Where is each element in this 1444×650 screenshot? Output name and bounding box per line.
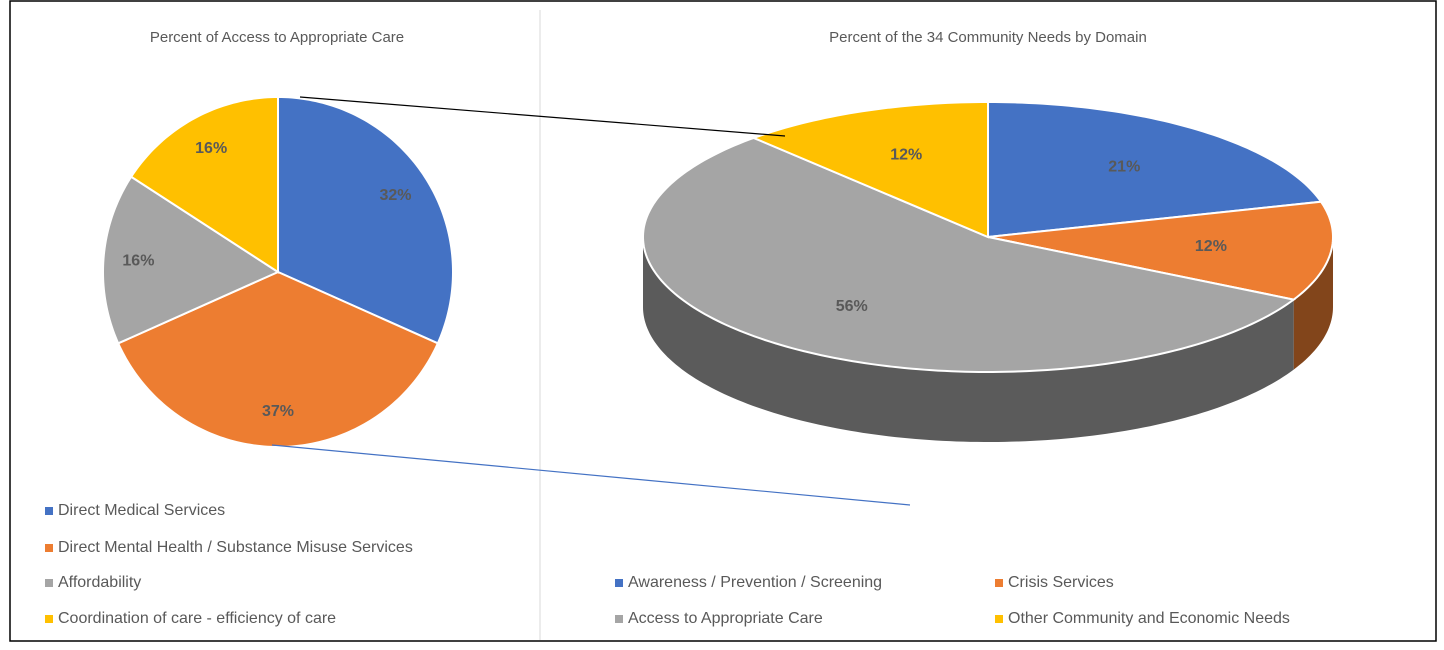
legend-label: Affordability	[58, 574, 141, 591]
slice	[987, 200, 1334, 301]
legend-swatch	[45, 544, 53, 552]
legend-swatch	[45, 507, 53, 515]
data-label: 21%	[1108, 159, 1140, 176]
slice	[750, 100, 989, 239]
legend-label: Direct Mental Health / Substance Misuse …	[58, 539, 413, 556]
data-label: 12%	[1195, 238, 1227, 255]
legend-swatch	[995, 615, 1003, 623]
legend-label: Other Community and Economic Needs	[1008, 610, 1290, 627]
data-label: 16%	[122, 252, 154, 269]
legend-label: Crisis Services	[1008, 574, 1114, 591]
slice	[116, 270, 440, 449]
data-label: 16%	[195, 140, 227, 157]
chart-title: Percent of the 34 Community Needs by Dom…	[829, 29, 1147, 46]
legend-swatch	[995, 579, 1003, 587]
slice	[129, 95, 279, 274]
legend-label: Awareness / Prevention / Screening	[628, 574, 882, 591]
legend-label: Direct Medical Services	[58, 502, 225, 519]
legend-label: Coordination of care - efficiency of car…	[58, 610, 336, 627]
slice	[277, 95, 455, 345]
connector	[299, 96, 786, 137]
data-label: 56%	[836, 298, 868, 315]
legend-swatch	[45, 615, 53, 623]
data-label: 12%	[890, 147, 922, 164]
slice-side	[643, 237, 1294, 442]
connector	[271, 444, 911, 506]
data-label: 32%	[379, 187, 411, 204]
legend-swatch	[45, 579, 53, 587]
slice	[642, 136, 1297, 373]
chart-title: Percent of Access to Appropriate Care	[150, 29, 404, 46]
legend-label: Access to Appropriate Care	[628, 610, 823, 627]
slice	[101, 175, 281, 345]
slice	[987, 100, 1323, 239]
data-label: 37%	[262, 403, 294, 420]
legend-swatch	[615, 579, 623, 587]
legend-swatch	[615, 615, 623, 623]
